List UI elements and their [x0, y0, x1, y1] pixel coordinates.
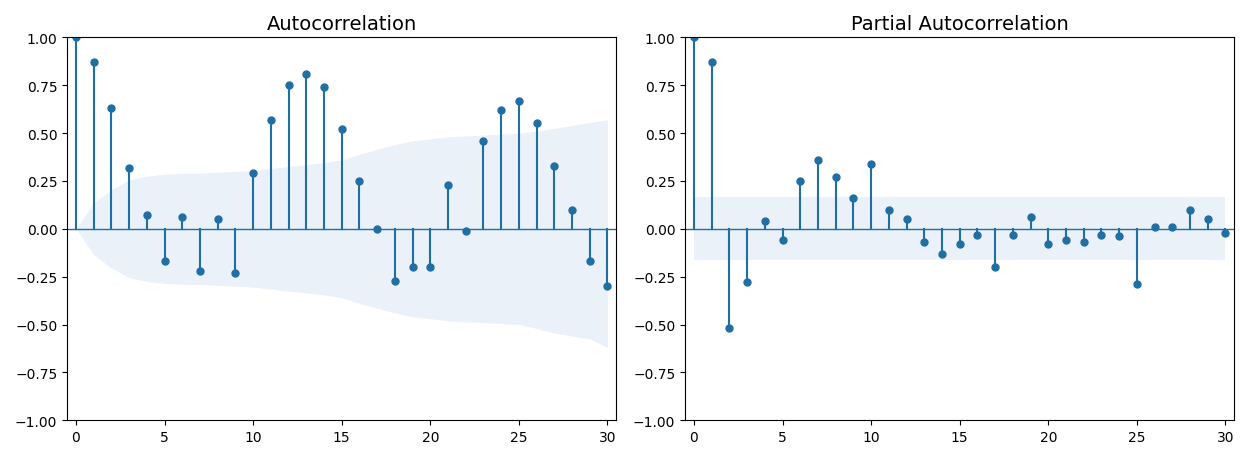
Title: Partial Autocorrelation: Partial Autocorrelation — [851, 15, 1068, 34]
Title: Autocorrelation: Autocorrelation — [266, 15, 417, 34]
